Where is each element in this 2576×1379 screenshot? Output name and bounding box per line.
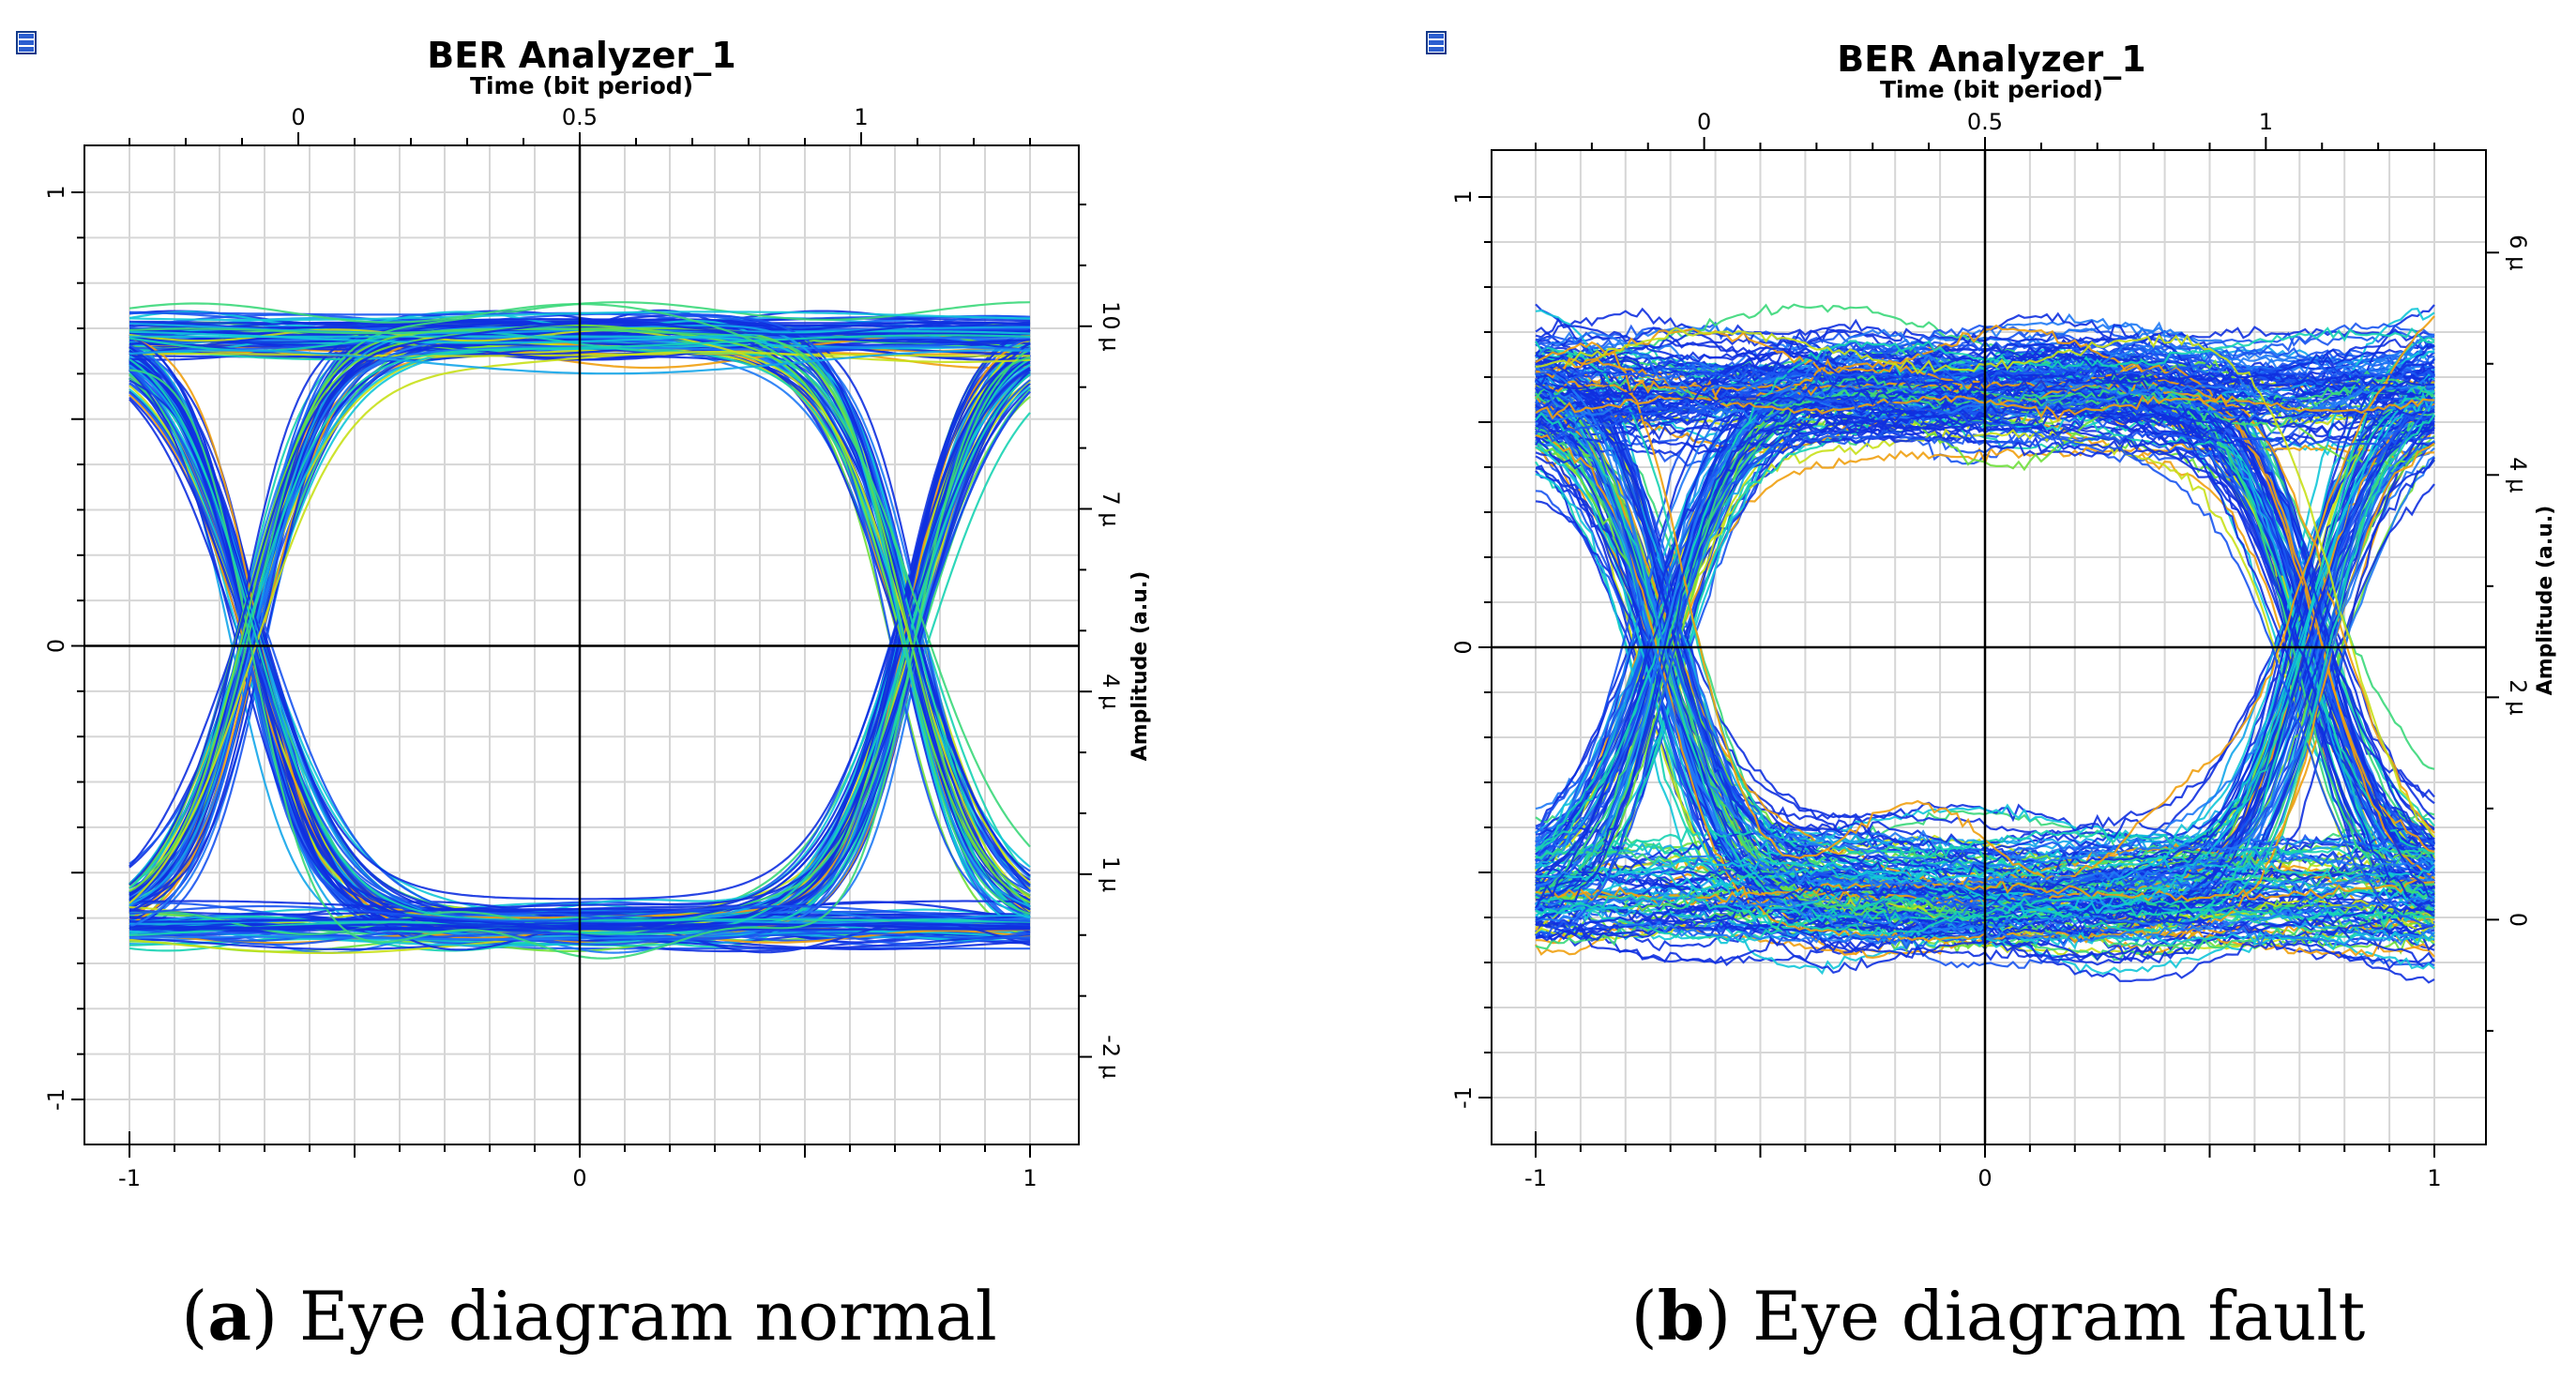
right-tick-label-text: -2 μ: [1098, 1035, 1124, 1079]
right-tick-label-text: 6 μ: [2505, 235, 2531, 270]
left-tick-label-text: 0: [43, 639, 69, 653]
svg-text:Amplitude (a.u.): Amplitude (a.u.): [2534, 506, 2557, 696]
caption-label: a: [207, 1276, 251, 1356]
top-tick-label: 0.5: [1967, 109, 2003, 135]
bottom-tick-label: 0: [572, 1165, 586, 1191]
chart-title: BER Analyzer_1: [1837, 38, 2145, 80]
bottom-tick-label: -1: [1524, 1165, 1547, 1191]
left-tick-label: 1: [1450, 189, 1477, 204]
right-tick-label-text: 10 μ: [1098, 301, 1124, 351]
right-tick-label: 10 μ: [1098, 301, 1124, 351]
top-tick-label: 0: [1697, 109, 1711, 135]
svg-text:Amplitude (a.u.): Amplitude (a.u.): [1129, 571, 1152, 762]
top-tick-label: 1: [2259, 109, 2273, 135]
window-icon: [16, 31, 37, 54]
caption-label: b: [1658, 1276, 1705, 1356]
right-tick-label-text: 0: [2505, 913, 2531, 927]
bottom-tick-label: -1: [118, 1165, 141, 1191]
figure-caption: (a) Eye diagram normal: [181, 1276, 996, 1356]
bottom-tick-label: 0: [1977, 1165, 1992, 1191]
left-tick-label-text: 0: [1450, 640, 1477, 654]
left-tick-label: -1: [43, 1088, 69, 1111]
top-tick-label: 0: [291, 104, 305, 130]
left-tick-label-text: 1: [43, 185, 69, 199]
bottom-tick-label: 1: [1023, 1165, 1037, 1191]
top-tick-label: 1: [854, 104, 868, 130]
left-tick-label-text: -1: [43, 1088, 69, 1111]
bottom-tick-label: 1: [2427, 1165, 2441, 1191]
left-tick-label: 1: [43, 185, 69, 199]
caption-text: Eye diagram normal: [299, 1277, 997, 1356]
right-tick-label-text: 4 μ: [1098, 674, 1124, 709]
caption-text: Eye diagram fault: [1752, 1277, 2365, 1356]
right-axis-label: Amplitude (a.u.): [1129, 571, 1152, 762]
top-axis-label: Time (bit period): [1880, 76, 2103, 103]
right-tick-label: 4 μ: [1098, 674, 1124, 709]
right-tick-label: 6 μ: [2505, 235, 2531, 270]
chart-title: BER Analyzer_1: [427, 35, 735, 76]
window-icon: [1426, 31, 1447, 54]
top-axis-label: Time (bit period): [470, 72, 693, 99]
right-tick-label: 0: [2505, 913, 2531, 927]
left-tick-label: 0: [1450, 640, 1477, 654]
right-tick-label-text: 2 μ: [2505, 679, 2531, 715]
axes: -1 0 1 1 0 -1 0 0.5 1 10 μ 7 μ 4 μ 1 μ -2 μ: [43, 104, 1124, 1191]
left-tick-label: 0: [43, 639, 69, 653]
right-tick-label: 2 μ: [2505, 679, 2531, 715]
left-tick-label-text: -1: [1450, 1086, 1477, 1109]
right-axis-label: Amplitude (a.u.): [2534, 506, 2557, 696]
right-tick-label: -2 μ: [1098, 1035, 1124, 1079]
right-tick-label-text: 1 μ: [1098, 856, 1124, 892]
panel-a-eye-diagram-normal: BER Analyzer_1 Time (bit period) -1 0 110-…: [16, 31, 1152, 1356]
right-tick-label: 7 μ: [1098, 491, 1124, 526]
right-tick-label: 1 μ: [1098, 856, 1124, 892]
figure-caption: (b) Eye diagram fault: [1631, 1276, 2366, 1356]
left-tick-label-text: 1: [1450, 189, 1477, 204]
right-tick-label-text: 4 μ: [2505, 457, 2531, 492]
right-tick-label: 4 μ: [2505, 457, 2531, 492]
right-tick-label-text: 7 μ: [1098, 491, 1124, 526]
top-tick-label: 0.5: [562, 104, 598, 130]
axes: -1 0 1 1 0 -1 0 0.5 1 6 μ 4 μ 2 μ 0: [1450, 109, 2531, 1191]
panel-b-eye-diagram-fault: BER Analyzer_1 Time (bit period) -1 0 110-…: [1426, 31, 2557, 1356]
left-tick-label: -1: [1450, 1086, 1477, 1109]
